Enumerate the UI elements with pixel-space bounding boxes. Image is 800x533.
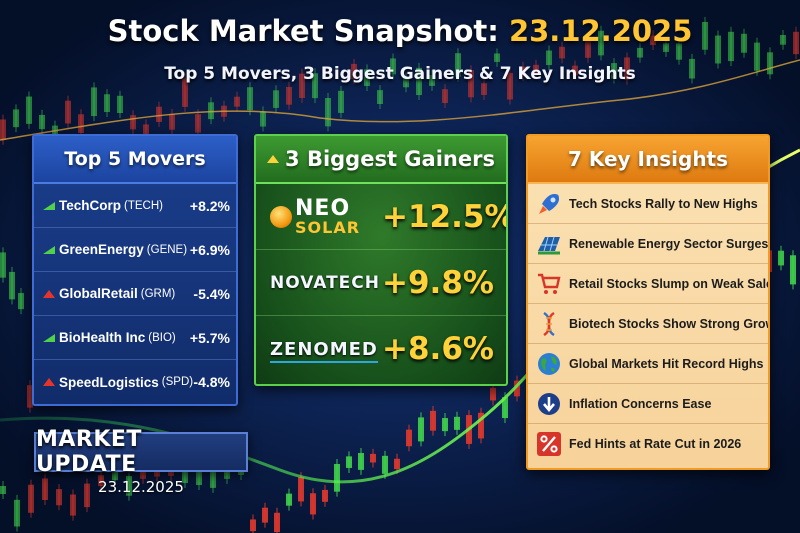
solar-panel-icon xyxy=(538,236,560,254)
gainer-change: +12.5% xyxy=(382,198,508,235)
insight-row[interactable]: Renewable Energy Sector Surges xyxy=(528,224,768,264)
mover-name: GreenEnergy xyxy=(59,242,144,257)
insight-row[interactable]: Global Markets Hit Record Highs xyxy=(528,344,768,384)
mover-change: -4.8% xyxy=(193,374,230,390)
insight-row[interactable]: Retail Stocks Slump on Weak Sales xyxy=(528,264,768,304)
gainer-row[interactable]: NOVATECH +9.8% xyxy=(256,250,506,316)
biggest-gainers-heading: 3 Biggest Gainers xyxy=(256,136,506,184)
page-subtitle: Top 5 Movers, 3 Biggest Gainers & 7 Key … xyxy=(164,64,636,84)
mover-name: GlobalRetail xyxy=(59,286,138,301)
insight-row[interactable]: Inflation Concerns Ease xyxy=(528,384,768,424)
mover-name: TechCorp xyxy=(59,198,122,213)
insight-row[interactable]: Biotech Stocks Show Strong Growth xyxy=(528,304,768,344)
mover-ticker: (TECH) xyxy=(124,199,163,212)
mover-change: +6.9% xyxy=(189,241,230,258)
trend-arrow-icon xyxy=(43,201,55,210)
page-title: Stock Market Snapshot: 23.12.2025 xyxy=(107,14,693,48)
insight-row[interactable]: Fed Hints at Rate Cut in 2026 xyxy=(528,424,768,464)
market-update-banner: MARKET UPDATE xyxy=(34,427,248,477)
top-movers-heading: Top 5 Movers xyxy=(34,136,236,184)
mover-ticker: (BIO) xyxy=(148,331,176,344)
mover-row[interactable]: GlobalRetail (GRM) -5.4% xyxy=(34,272,236,316)
percent-icon xyxy=(537,432,561,456)
novatech-logo: NOVATECH xyxy=(270,272,380,293)
mover-ticker: (SPD) xyxy=(161,376,194,388)
up-triangle-icon xyxy=(267,155,280,163)
mover-change: +8.2% xyxy=(189,197,230,214)
insight-row[interactable]: Tech Stocks Rally to New Highs xyxy=(528,184,768,224)
gainer-row[interactable]: NEO SOLAR +12.5% xyxy=(256,184,506,250)
title-date: 23.12.2025 xyxy=(508,14,693,48)
rocket-icon xyxy=(539,193,559,214)
neo-solar-logo: NEO SOLAR xyxy=(270,197,382,236)
mover-change: -5.4% xyxy=(193,285,230,302)
mover-row[interactable]: SpeedLogistics (SPD) -4.8% xyxy=(34,360,236,404)
gainer-row[interactable]: ZENOMED +8.6% xyxy=(256,316,506,382)
market-update-date: 23.12.2025 xyxy=(98,478,184,496)
trend-arrow-icon xyxy=(43,378,55,386)
mover-name: SpeedLogistics xyxy=(59,374,159,390)
trend-arrow-icon xyxy=(43,245,55,254)
trend-arrow-icon xyxy=(43,333,55,342)
key-insights-panel: 7 Key Insights Tech Stocks Rally to New … xyxy=(526,134,770,470)
biggest-gainers-panel: 3 Biggest Gainers NEO SOLAR +12.5% NOVAT… xyxy=(254,134,508,386)
mover-ticker: (GRM) xyxy=(140,287,176,300)
mover-change: +5.7% xyxy=(189,329,230,346)
shopping-cart-icon xyxy=(538,273,561,294)
mover-row[interactable]: BioHealth Inc (BIO) +5.7% xyxy=(34,316,236,360)
globe-icon xyxy=(538,352,560,375)
gainer-change: +8.6% xyxy=(382,331,494,367)
sun-icon xyxy=(270,205,292,228)
top-movers-panel: Top 5 Movers TechCorp (TECH) +8.2% Green… xyxy=(32,134,238,406)
mover-list: TechCorp (TECH) +8.2% GreenEnergy (GENE)… xyxy=(34,184,236,404)
mover-ticker: (GENE) xyxy=(146,243,188,256)
zenomed-logo: ZENOMED xyxy=(270,338,378,363)
down-arrow-icon xyxy=(538,392,560,415)
mover-row[interactable]: GreenEnergy (GENE) +6.9% xyxy=(34,228,236,272)
key-insights-heading: 7 Key Insights xyxy=(528,136,768,184)
trend-arrow-icon xyxy=(43,289,55,298)
dna-icon xyxy=(543,311,555,336)
gainer-change: +9.8% xyxy=(382,264,494,301)
mover-name: BioHealth Inc xyxy=(59,330,146,345)
mover-row[interactable]: TechCorp (TECH) +8.2% xyxy=(34,184,236,228)
